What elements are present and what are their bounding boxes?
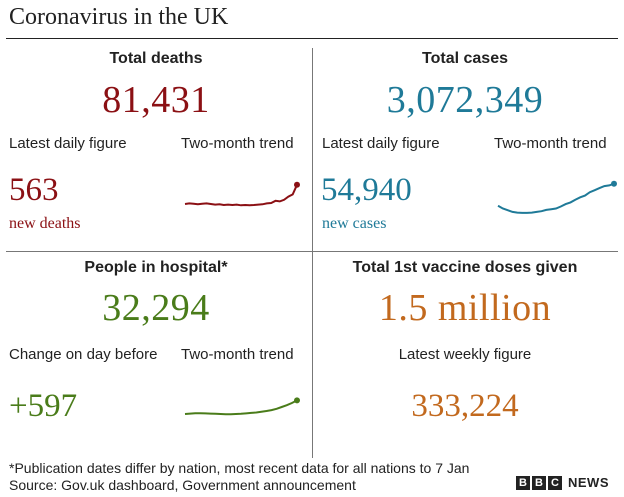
bbc-letter-b2: B bbox=[532, 475, 546, 490]
cases-trend-chart bbox=[497, 180, 617, 214]
hospital-heading: People in hospital* bbox=[84, 259, 228, 276]
title-divider bbox=[6, 38, 618, 39]
page-title: Coronavirus in the UK bbox=[9, 4, 229, 30]
hospital-total: 32,294 bbox=[102, 287, 210, 329]
cases-heading: Total cases bbox=[422, 50, 508, 67]
cases-total: 3,072,349 bbox=[386, 79, 544, 121]
deaths-daily-label: Latest daily figure bbox=[9, 135, 127, 152]
source-line: Source: Gov.uk dashboard, Government ann… bbox=[9, 477, 356, 493]
deaths-heading: Total deaths bbox=[109, 50, 203, 67]
cases-trend-line bbox=[497, 182, 615, 214]
cases-daily-unit: new cases bbox=[322, 215, 387, 232]
cases-daily-label: Latest daily figure bbox=[322, 135, 440, 152]
vaccine-total: 1.5 million bbox=[378, 287, 552, 329]
bbc-news-text: NEWS bbox=[568, 475, 609, 490]
deaths-daily-unit: new deaths bbox=[9, 215, 81, 232]
deaths-daily-value: 563 bbox=[9, 172, 59, 208]
deaths-trend-chart bbox=[184, 181, 300, 207]
cases-trend-label: Two-month trend bbox=[494, 135, 607, 152]
hospital-trend-endpoint bbox=[294, 397, 300, 404]
hospital-trend-label: Two-month trend bbox=[181, 346, 294, 363]
cases-daily-value: 54,940 bbox=[321, 172, 412, 208]
hospital-daily-value: +597 bbox=[9, 388, 78, 424]
deaths-trend-endpoint bbox=[294, 181, 300, 188]
hospital-trend-chart bbox=[184, 397, 300, 416]
bbc-letter-b1: B bbox=[516, 475, 530, 490]
bbc-news-logo: B B C NEWS bbox=[516, 475, 609, 490]
deaths-trend-label: Two-month trend bbox=[181, 135, 294, 152]
horizontal-divider bbox=[6, 251, 618, 252]
deaths-total: 81,431 bbox=[102, 79, 210, 121]
vertical-divider bbox=[312, 48, 313, 458]
vaccine-heading: Total 1st vaccine doses given bbox=[352, 259, 578, 276]
bbc-letter-c: C bbox=[548, 475, 562, 490]
cases-trend-endpoint bbox=[611, 180, 617, 187]
vaccine-weekly-label: Latest weekly figure bbox=[398, 346, 532, 363]
hospital-daily-label: Change on day before bbox=[9, 346, 158, 363]
vaccine-weekly-value: 333,224 bbox=[411, 388, 519, 424]
deaths-trend-line bbox=[184, 184, 298, 207]
hospital-trend-line bbox=[184, 399, 298, 416]
footnote: *Publication dates differ by nation, mos… bbox=[9, 460, 470, 476]
